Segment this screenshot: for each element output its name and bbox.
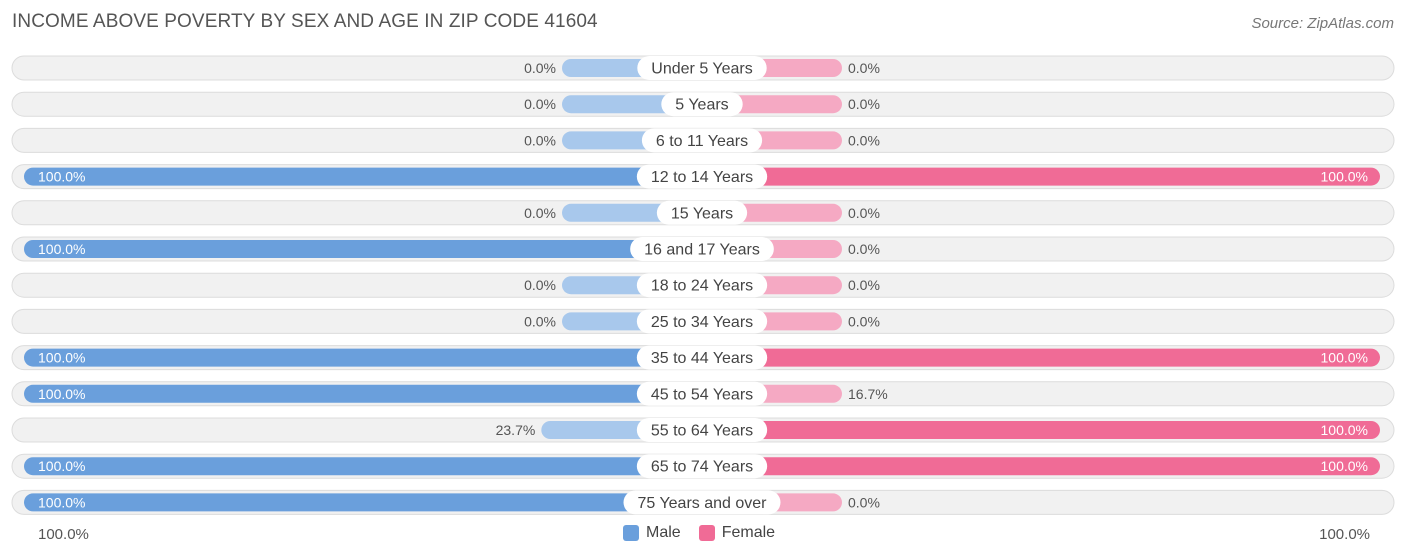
category-pill [636,345,768,370]
female-value-label: 100.0% [1321,422,1368,438]
category-label: 6 to 11 Years [656,133,748,150]
male-bar [24,457,702,476]
category-label: 75 Years and over [638,495,768,512]
legend-label-female: Female [721,524,776,541]
male-value-label: 100.0% [38,494,85,510]
male-value-label: 100.0% [38,386,85,402]
category-pill [636,418,768,442]
category-label: 12 to 14 Years [651,169,753,186]
category-label: 5 Years [675,97,728,114]
male-value-label: 100.0% [38,350,85,366]
female-value-label: 16.7% [848,386,888,402]
male-value-label: 0.0% [524,96,556,112]
male-value-label: 0.0% [524,60,556,76]
category-pill [636,454,768,479]
legend-item-male: Male [623,524,681,542]
category-label: 65 to 74 Years [651,459,753,476]
category-pill [636,309,768,334]
male-value-label: 0.0% [524,313,556,329]
female-bar [702,348,1380,367]
male-value-label: 100.0% [38,241,85,257]
male-value-label: 100.0% [38,458,85,474]
category-pill [630,237,774,261]
male-bar [24,384,702,403]
category-pill [636,381,768,406]
category-label: 45 to 54 Years [651,386,753,403]
category-label: 15 Years [671,205,733,222]
female-bar [702,167,1380,186]
category-label: 16 and 17 Years [644,242,760,259]
legend-swatch-male [623,525,639,541]
male-value-label: 0.0% [524,277,556,293]
male-value-label: 0.0% [524,205,556,221]
category-label: Under 5 Years [651,61,752,78]
male-bar [24,167,702,186]
legend-label-male: Male [646,524,681,541]
male-value-label: 23.7% [496,422,536,438]
legend-swatch-female [698,525,715,541]
female-value-label: 0.0% [848,132,880,148]
category-pill [636,164,768,189]
female-value-label: 100.0% [1321,350,1368,366]
category-label: 35 to 44 Years [651,350,753,367]
female-value-label: 0.0% [848,494,880,510]
chart-title: INCOME ABOVE POVERTY BY SEX AND AGE IN Z… [12,11,598,32]
male-bar [24,348,702,367]
category-label: 25 to 34 Years [651,314,753,331]
female-value-label: 100.0% [1321,169,1368,185]
legend: Male Female [623,524,785,542]
category-label: 55 to 64 Years [651,423,753,440]
male-value-label: 0.0% [524,132,556,148]
category-pill [656,200,748,225]
female-bar [702,457,1380,476]
female-bar [702,421,1380,439]
male-bar [24,240,702,258]
female-value-label: 0.0% [848,313,880,329]
female-value-label: 0.0% [848,277,880,293]
category-pill [623,490,781,515]
female-value-label: 0.0% [848,96,880,112]
axis-right-label: 100.0% [1319,526,1370,543]
category-pill [637,56,767,80]
category-label: 18 to 24 Years [651,278,753,295]
legend-item-female: Female [698,524,776,542]
female-value-label: 0.0% [848,60,880,76]
category-pill [661,92,743,117]
category-pill [641,128,763,153]
female-value-label: 100.0% [1321,458,1368,474]
female-value-label: 0.0% [848,205,880,221]
male-bar [24,493,702,512]
axis-left-label: 100.0% [38,526,89,543]
female-value-label: 0.0% [848,241,880,257]
chart: 0.0% 0.0% Under 5 Years 0.0% 0.0% 5 Years 0.0%… [11,55,1395,515]
source-label: Source: ZipAtlas.com [1251,15,1394,32]
male-value-label: 100.0% [38,169,85,185]
category-pill [636,273,768,298]
